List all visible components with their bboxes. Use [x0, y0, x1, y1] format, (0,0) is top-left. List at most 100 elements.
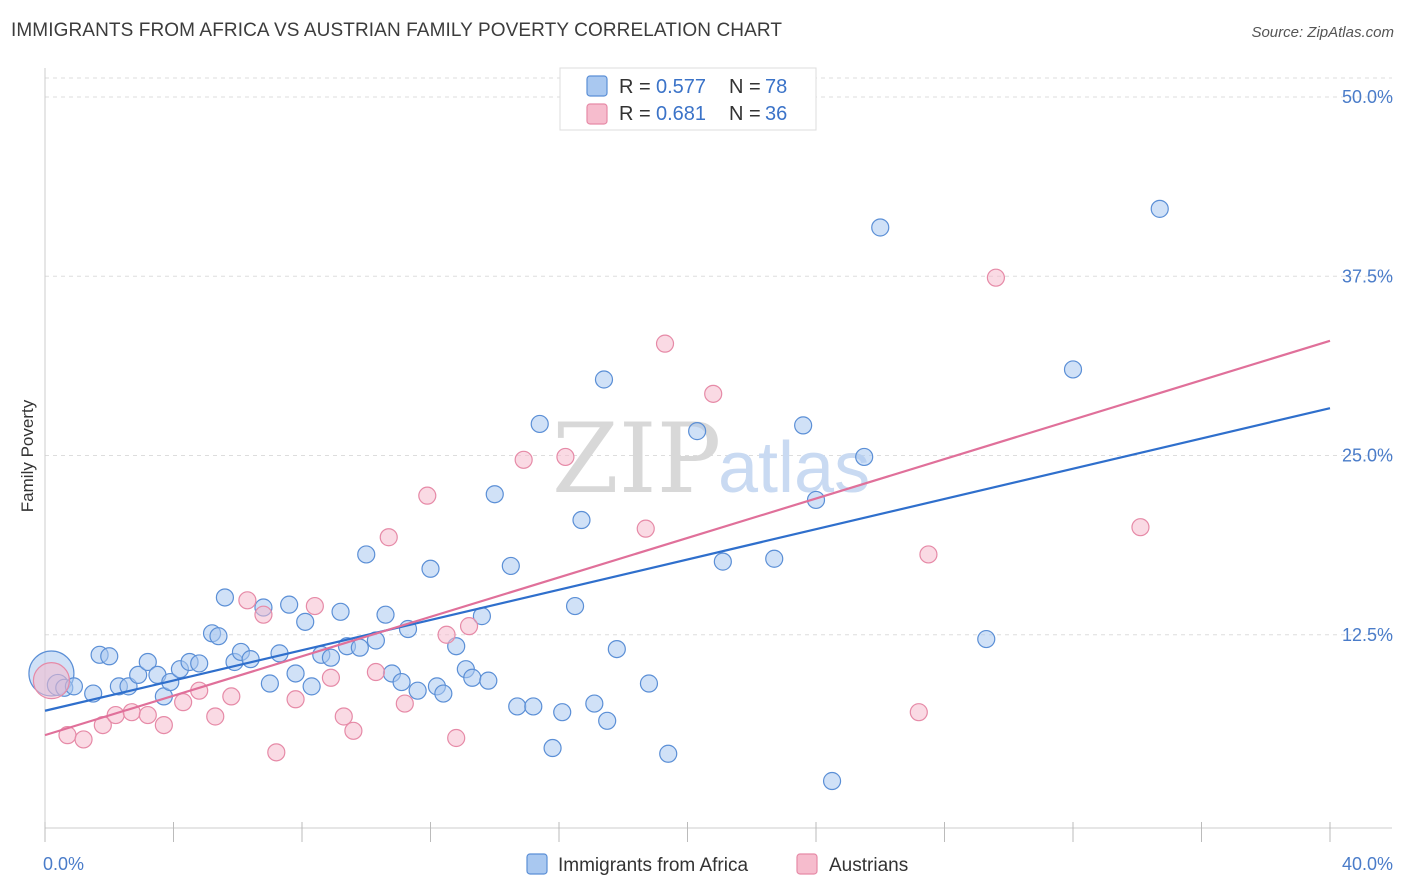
legend-swatch-blue	[586, 75, 608, 97]
austrian-point-18	[334, 707, 353, 726]
austrian-point-8	[174, 693, 193, 712]
africa-point-71	[871, 218, 890, 237]
austrian-point-19	[344, 721, 363, 740]
austrian-point-34	[986, 268, 1006, 287]
africa-point-56	[553, 703, 572, 722]
tick-labels: 12.5% 25.0% 37.5% 50.0% 0.0% 40.0%	[43, 87, 1393, 874]
austrian-point-17	[321, 668, 341, 687]
austrian-point-2	[74, 730, 93, 749]
africa-point-64	[659, 744, 678, 763]
africa-point-52	[508, 697, 527, 716]
austrian-point-10	[206, 707, 225, 726]
africa-point-29	[302, 677, 321, 696]
africa-point-35	[357, 545, 376, 564]
legend-r-value-1: 0.577	[656, 76, 706, 98]
africa-point-74	[1150, 199, 1169, 218]
legend-n-value-2: 36	[765, 103, 787, 125]
watermark-atlas: atlas	[718, 428, 870, 508]
watermark-zip: ZIP	[552, 403, 721, 515]
austrian-point-22	[395, 694, 414, 713]
y-tick-label-3: 50.0%	[1342, 87, 1393, 107]
austrian-point-35	[1131, 518, 1150, 537]
series-label-austrians: Austrians	[829, 855, 908, 876]
austrian-point-11	[222, 687, 241, 706]
africa-point-54	[530, 414, 549, 434]
trend-lines	[44, 339, 1331, 737]
austrian-point-12	[238, 591, 257, 610]
africa-point-61	[598, 711, 617, 730]
x-tick-label-min: 0.0%	[43, 854, 84, 874]
austrian-point-24	[437, 625, 456, 644]
austrian-point-33	[919, 545, 938, 564]
chart-title: IMMIGRANTS FROM AFRICA VS AUSTRIAN FAMIL…	[11, 20, 783, 41]
austrian-point-15	[286, 690, 305, 709]
africa-point-59	[585, 694, 604, 713]
africa-point-55	[543, 738, 562, 758]
austrian-point-31	[704, 384, 723, 403]
africa-point-65	[688, 422, 707, 441]
africa-point-27	[286, 664, 305, 683]
austrian-point-6	[138, 705, 157, 725]
austrian-point-20	[366, 662, 385, 682]
legend: R = 0.577 N = 78 R = 0.681 N = 36	[559, 67, 817, 131]
africa-point-16	[190, 654, 209, 673]
africa-point-70	[855, 447, 874, 467]
africa-point-24	[260, 674, 279, 693]
austrian-point-13	[254, 605, 273, 624]
africa-point-44	[434, 684, 453, 703]
africa-point-68	[794, 416, 813, 435]
series-swatch-africa	[526, 853, 548, 875]
x-tick-label-max: 40.0%	[1342, 854, 1393, 874]
austrian-point-28	[556, 447, 575, 467]
africa-point-37	[376, 605, 395, 624]
africa-point-60	[594, 370, 614, 389]
africa-point-26	[280, 595, 299, 614]
africa-point-50	[485, 485, 504, 504]
africa-point-49	[479, 671, 498, 690]
austrian-point-14	[267, 743, 286, 762]
africa-point-51	[501, 556, 520, 576]
y-tick-label-2: 37.5%	[1342, 266, 1393, 286]
africa-point-75	[822, 771, 842, 791]
legend-n-label-2: N =	[729, 103, 761, 125]
legend-r-value-2: 0.681	[656, 103, 706, 125]
watermark: ZIP atlas	[552, 403, 870, 515]
africa-point-53	[524, 697, 543, 716]
africa-point-31	[321, 648, 341, 667]
africa-point-39	[392, 672, 411, 692]
austrian-point-23	[418, 486, 437, 505]
austrian-trend-line	[44, 339, 1331, 737]
africa-point-10	[138, 652, 157, 672]
africa-point-69	[806, 490, 826, 510]
series-legend: Immigrants from Africa Austrians	[526, 853, 908, 876]
africa-point-41	[408, 681, 427, 700]
africa-point-72	[977, 629, 996, 649]
series-label-africa: Immigrants from Africa	[558, 855, 748, 876]
africa-point-63	[639, 674, 659, 693]
austrian-point-25	[447, 728, 466, 748]
source-label: Source: ZipAtlas.com	[1251, 24, 1394, 41]
austrian-point-29	[636, 519, 655, 538]
y-tick-label-1: 25.0%	[1342, 446, 1393, 466]
austrian-point-16	[305, 596, 324, 616]
y-tick-label-0: 12.5%	[1342, 625, 1393, 645]
africa-point-22	[241, 650, 260, 669]
africa-point-66	[713, 552, 732, 571]
austrian-point-27	[514, 450, 533, 469]
africa-point-28	[296, 612, 315, 631]
africa-trend-line	[44, 407, 1331, 712]
austrian-point-7	[154, 715, 173, 735]
austrian-point-30	[655, 334, 675, 353]
austrian-point-0	[32, 662, 71, 700]
africa-point-67	[765, 549, 784, 568]
legend-swatch-pink	[586, 103, 608, 125]
axes	[44, 68, 1392, 842]
africa-point-19	[215, 588, 234, 607]
africa-point-6	[100, 647, 119, 666]
legend-n-value-1: 78	[765, 76, 787, 98]
africa-point-73	[1063, 360, 1083, 379]
africa-point-58	[572, 510, 591, 530]
africa-point-57	[565, 596, 585, 616]
africa-point-32	[331, 602, 350, 621]
